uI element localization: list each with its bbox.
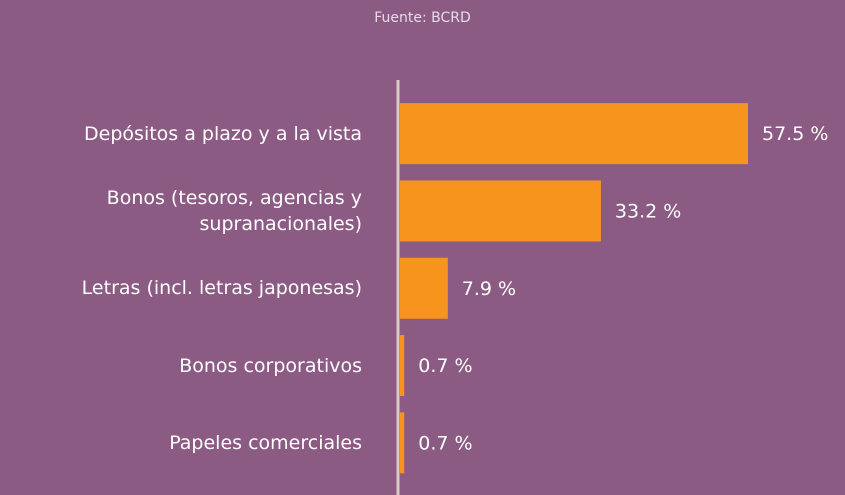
category-label: Bonos (tesoros, agencias y supranacional… [106,186,362,235]
category-label: Bonos corporativos [179,354,362,377]
category-label-box: Bonos corporativos [0,331,362,401]
category-label: Letras (incl. letras japonesas) [81,277,362,300]
value-label: 57.5 % [762,123,828,145]
category-label-box: Depósitos a plazo y a la vista [0,99,362,169]
category-label-box: Papeles comerciales [0,408,362,478]
value-label: 0.7 % [418,432,472,454]
bar [400,335,405,397]
bar [400,412,405,474]
value-label: 33.2 % [615,200,681,222]
category-label: Depósitos a plazo y a la vista [84,122,362,145]
bar [400,103,748,165]
bar [400,180,601,242]
bar [400,257,448,319]
category-label-box: Letras (incl. letras japonesas) [0,253,362,323]
chart-subtitle: Fuente: BCRD [374,10,471,26]
category-label-box: Bonos (tesoros, agencias y supranacional… [0,176,362,246]
category-label: Papeles comerciales [169,431,362,454]
value-label: 7.9 % [462,278,516,300]
value-label: 0.7 % [418,355,472,377]
